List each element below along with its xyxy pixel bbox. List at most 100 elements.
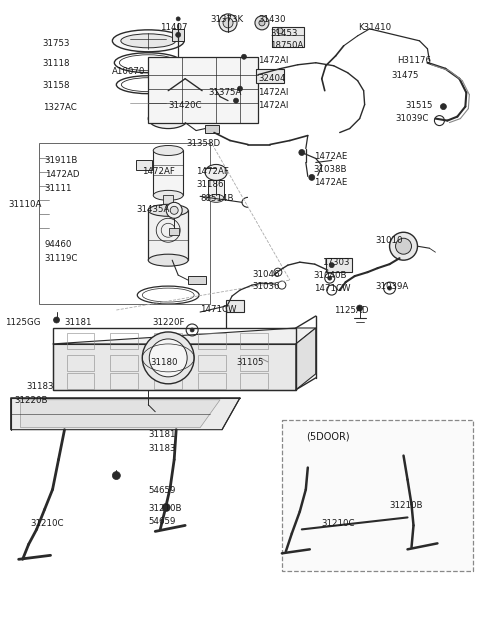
Bar [226,300,244,312]
Circle shape [149,339,187,377]
Circle shape [223,18,233,28]
Bar [110,333,138,349]
Text: 31158: 31158 [43,81,70,90]
Text: 18750A: 18750A [270,41,303,50]
Text: 1471CW: 1471CW [200,305,237,314]
Text: 1472AE: 1472AE [314,178,347,187]
Text: 31010: 31010 [376,236,403,245]
Bar [272,27,304,47]
Bar [205,125,219,132]
Bar [67,373,95,389]
Text: 31039A: 31039A [376,282,409,291]
Text: 31210B: 31210B [148,505,182,514]
Circle shape [328,276,332,280]
Bar [198,333,226,349]
Polygon shape [21,400,220,428]
Circle shape [299,150,305,155]
Bar [282,420,473,571]
Polygon shape [11,398,240,429]
Bar [256,69,284,83]
Bar [154,373,182,389]
Text: 31911B: 31911B [45,157,78,166]
Text: (5DOOR): (5DOOR) [306,431,349,442]
Circle shape [112,472,120,480]
Text: 1472AI: 1472AI [258,56,288,65]
Text: 1472AE: 1472AE [314,153,347,162]
Text: 31220F: 31220F [152,318,185,327]
Bar [172,29,184,41]
Circle shape [309,175,315,180]
Text: K31410: K31410 [358,23,391,32]
Bar [148,56,258,123]
Text: 1125AD: 1125AD [334,306,368,315]
Text: 31435A: 31435A [136,205,169,214]
Text: 31119C: 31119C [45,254,78,263]
Ellipse shape [148,204,188,216]
Text: 31183: 31183 [148,444,176,453]
Bar [136,160,152,170]
Bar [52,328,296,390]
Bar [148,211,188,260]
Circle shape [277,28,283,34]
Text: 31186: 31186 [196,180,224,189]
Text: 31210B: 31210B [390,501,423,510]
Bar [153,150,183,195]
Text: 54659: 54659 [148,517,176,526]
Text: 1472AF: 1472AF [142,168,175,177]
Text: A10070: A10070 [112,67,146,76]
Text: 11407: 11407 [160,23,188,32]
Circle shape [441,103,446,110]
Text: 31420C: 31420C [168,101,202,110]
Text: 1472AD: 1472AD [45,170,79,179]
Text: 31181: 31181 [148,429,176,438]
Text: 31180: 31180 [150,358,178,367]
Circle shape [166,205,170,209]
Text: 31375A: 31375A [208,88,241,97]
Circle shape [329,263,334,268]
Text: 31105: 31105 [236,358,264,367]
Circle shape [166,100,171,105]
Text: 1125GG: 1125GG [5,318,40,327]
Ellipse shape [148,254,188,266]
Circle shape [54,317,60,323]
Bar [110,373,138,389]
Text: 1471CW: 1471CW [314,284,350,293]
Text: 1327AC: 1327AC [43,103,76,112]
Text: 31038B: 31038B [314,166,348,175]
Ellipse shape [121,34,176,48]
Bar [154,333,182,349]
Ellipse shape [153,191,183,200]
Text: 31040B: 31040B [314,271,348,280]
Polygon shape [296,328,316,390]
Text: 31453: 31453 [270,29,298,38]
Circle shape [190,328,194,332]
Circle shape [176,17,180,21]
Bar [240,355,268,371]
Text: 31036: 31036 [252,282,279,291]
Ellipse shape [205,164,227,180]
Text: 1472AF: 1472AF [196,168,229,177]
Text: 31039C: 31039C [396,114,429,123]
Circle shape [176,32,180,37]
Bar [240,333,268,349]
Circle shape [387,286,392,290]
Ellipse shape [148,108,188,128]
Text: 31118: 31118 [43,59,70,68]
Circle shape [166,202,182,218]
Bar [208,180,224,198]
Text: 31430: 31430 [258,15,286,24]
Ellipse shape [153,146,183,155]
Polygon shape [52,344,296,390]
Circle shape [219,14,237,32]
Bar [326,258,352,272]
Text: 31210C: 31210C [322,519,355,528]
Text: 31046: 31046 [252,270,279,279]
Circle shape [170,206,178,214]
Circle shape [233,98,239,103]
Bar [67,333,95,349]
Circle shape [259,20,265,26]
Bar [110,355,138,371]
Bar [162,108,174,119]
Bar [154,355,182,371]
Circle shape [241,55,247,59]
